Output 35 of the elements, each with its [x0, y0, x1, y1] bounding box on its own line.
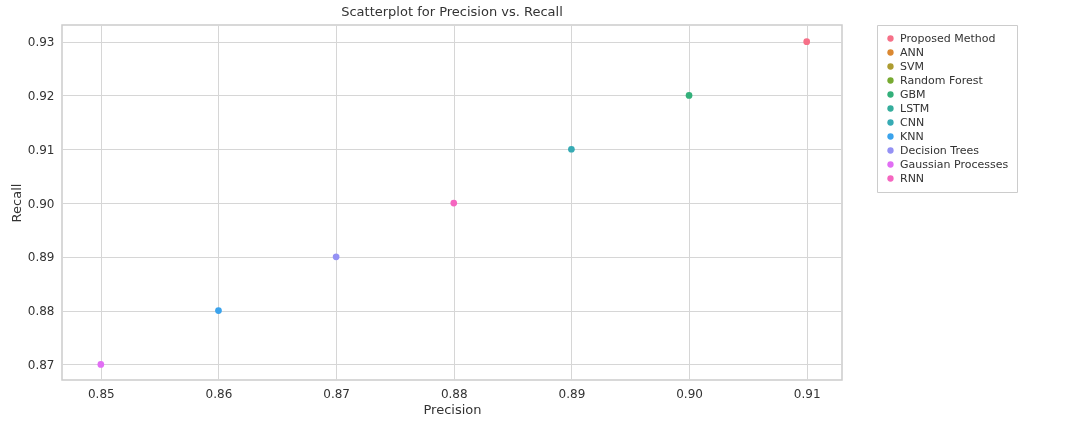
y-tick-label: 0.90 [27, 196, 55, 211]
point [97, 361, 105, 368]
point [450, 199, 458, 207]
point [568, 145, 575, 153]
y-tick-label: 0.89 [27, 250, 55, 265]
point [215, 307, 222, 314]
x-tick-label: 0.91 [793, 386, 821, 401]
y-tick-label: 0.91 [27, 142, 55, 157]
legend-label: GBM [900, 87, 926, 101]
x-tick-label: 0.89 [558, 386, 586, 401]
chart-title: Scatterplot for Precision vs. Recall [341, 3, 563, 19]
legend-label: LSTM [900, 101, 930, 115]
point [332, 253, 340, 261]
x-tick-label: 0.88 [440, 386, 468, 401]
x-tick-label: 0.86 [205, 386, 233, 401]
legend-label: CNN [900, 115, 925, 129]
legend-label: Gaussian Processes [900, 157, 1009, 171]
y-tick-label: 0.92 [27, 88, 55, 103]
x-axis-title: Precision [423, 401, 482, 417]
legend-label: KNN [900, 129, 924, 143]
point [803, 38, 811, 46]
x-tick-label: 0.85 [87, 386, 115, 401]
legend-label: Random Forest [900, 73, 984, 87]
y-axis-title: Recall [8, 183, 24, 223]
y-tick-label: 0.88 [27, 304, 55, 319]
x-tick-label: 0.90 [676, 386, 703, 401]
x-tick-label: 0.87 [323, 386, 350, 401]
legend-label: ANN [900, 45, 924, 59]
legend-label: Decision Trees [900, 143, 980, 157]
y-tick-label: 0.93 [27, 35, 55, 50]
legend-label: Proposed Method [900, 31, 996, 45]
point [685, 92, 693, 99]
legend-label: SVM [900, 59, 924, 73]
legend-label: RNN [900, 171, 925, 185]
y-tick-label: 0.87 [27, 357, 55, 372]
